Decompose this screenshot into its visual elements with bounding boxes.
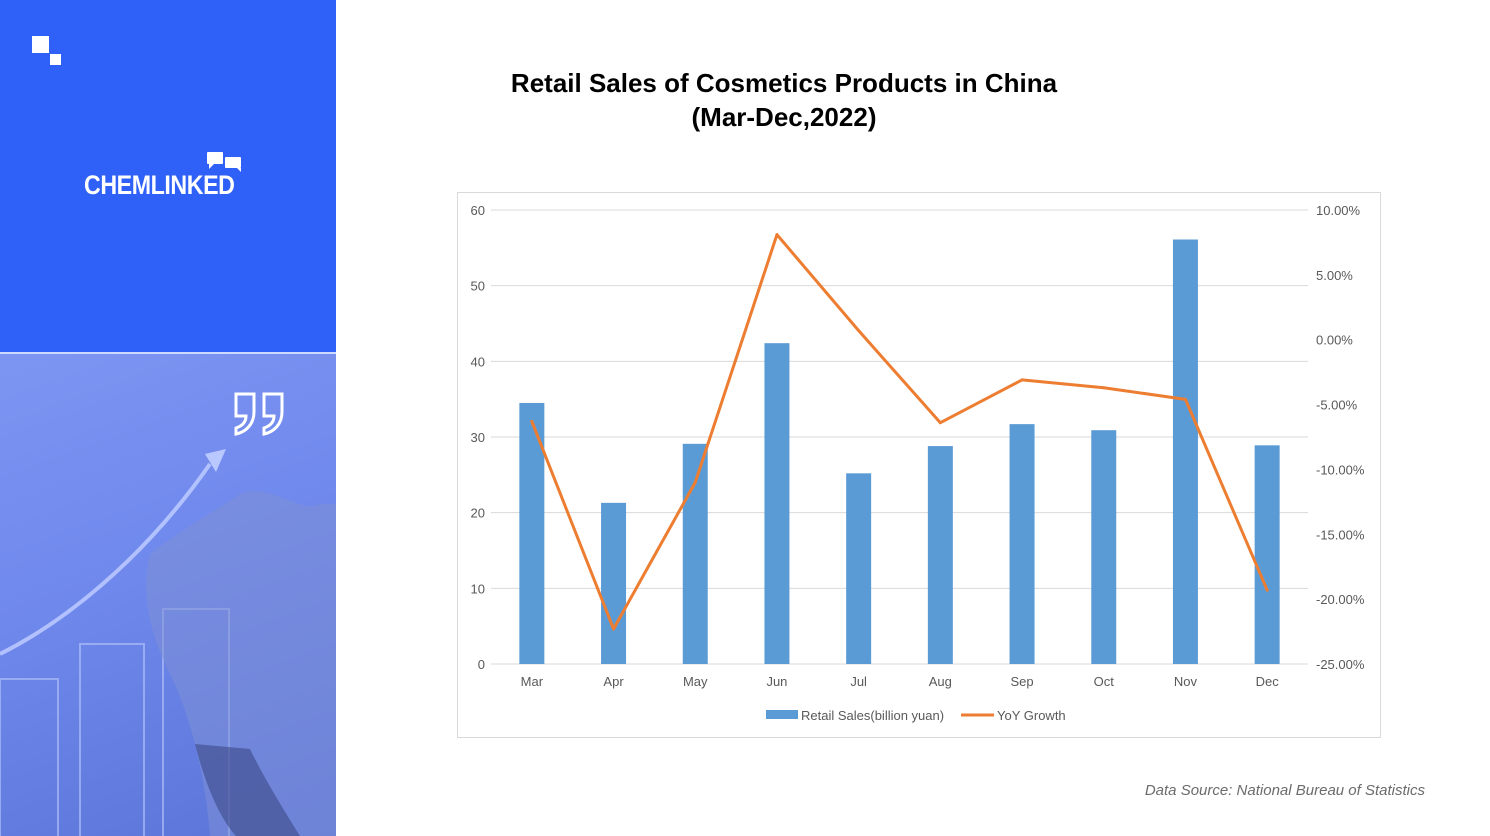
right-axis-tick-label: 10.00%	[1316, 203, 1361, 218]
line-point	[938, 421, 942, 425]
left-axis-tick-label: 50	[471, 279, 485, 294]
x-axis-tick-label: Aug	[929, 674, 952, 689]
retail-sales-chart: 0 10 20 30 40 50 60 -25.00% -20.00% -15.00% -10.00…	[471, 203, 1365, 723]
x-axis-tick-label: Mar	[521, 674, 544, 689]
line-point	[775, 233, 779, 237]
left-axis-tick-label: 30	[471, 430, 485, 445]
brand-logo-text: CHEMLINKED	[84, 170, 235, 200]
line-point	[1265, 588, 1269, 592]
yoy-growth-line	[530, 233, 1269, 631]
line-point	[612, 627, 616, 631]
chat-bubbles-icon	[207, 152, 241, 172]
right-axis-tick-label: -20.00%	[1316, 592, 1365, 607]
sidebar-divider	[0, 352, 336, 354]
bar	[764, 343, 790, 664]
left-axis-tick-label: 40	[471, 354, 485, 369]
x-axis-tick-label: Apr	[603, 674, 624, 689]
x-axis-tick-label: Jun	[766, 674, 787, 689]
right-axis-tick-label: -10.00%	[1316, 462, 1365, 477]
bar	[601, 502, 627, 664]
line-point	[530, 419, 534, 423]
left-axis-tick-label: 60	[471, 203, 485, 218]
legend-label-bars: Retail Sales(billion yuan)	[801, 708, 944, 723]
line-point	[857, 329, 861, 333]
bar	[1009, 424, 1035, 664]
right-axis-tick-label: 5.00%	[1316, 268, 1353, 283]
sidebar-brand-panel: CHEMLINKED	[0, 0, 336, 352]
x-axis-tick-label: May	[683, 674, 708, 689]
hand-drawing-illustration	[0, 449, 336, 836]
right-axis-tick-label: -25.00%	[1316, 657, 1365, 672]
right-axis-tick-label: 0.00%	[1316, 333, 1353, 348]
right-axis-tick-label: -5.00%	[1316, 398, 1358, 413]
line-point	[693, 480, 697, 484]
chart-title-line2: (Mar-Dec,2022)	[691, 102, 877, 132]
bar	[1091, 430, 1117, 664]
x-axis-tick-label: Jul	[850, 674, 867, 689]
legend-label-line: YoY Growth	[997, 708, 1066, 723]
chart-title: Retail Sales of Cosmetics Products in Ch…	[484, 66, 1084, 134]
quote-icon	[234, 392, 284, 436]
data-source-note: Data Source: National Bureau of Statisti…	[1144, 782, 1425, 799]
bar	[1254, 445, 1280, 664]
left-axis-tick-label: 20	[471, 506, 485, 521]
x-axis-tick-label: Sep	[1010, 674, 1033, 689]
chart-title-line1: Retail Sales of Cosmetics Products in Ch…	[510, 68, 1058, 98]
line-point	[1102, 386, 1106, 390]
bar	[682, 443, 708, 664]
bar	[1172, 239, 1198, 664]
chart-frame: 0 10 20 30 40 50 60 -25.00% -20.00% -15.00% -10.00…	[457, 192, 1381, 738]
left-axis-tick-label: 10	[471, 581, 485, 596]
legend-swatch-bars	[766, 710, 798, 719]
line-point	[1183, 397, 1187, 401]
right-axis-tick-label: -15.00%	[1316, 527, 1365, 542]
logo-squares-icon	[32, 36, 64, 68]
line-point	[1020, 378, 1024, 382]
x-axis-tick-label: Nov	[1174, 674, 1198, 689]
x-axis-tick-label: Oct	[1094, 674, 1115, 689]
bar	[927, 446, 953, 664]
x-axis-tick-label: Dec	[1256, 674, 1280, 689]
left-axis-tick-label: 0	[478, 657, 485, 672]
bar	[846, 473, 872, 664]
